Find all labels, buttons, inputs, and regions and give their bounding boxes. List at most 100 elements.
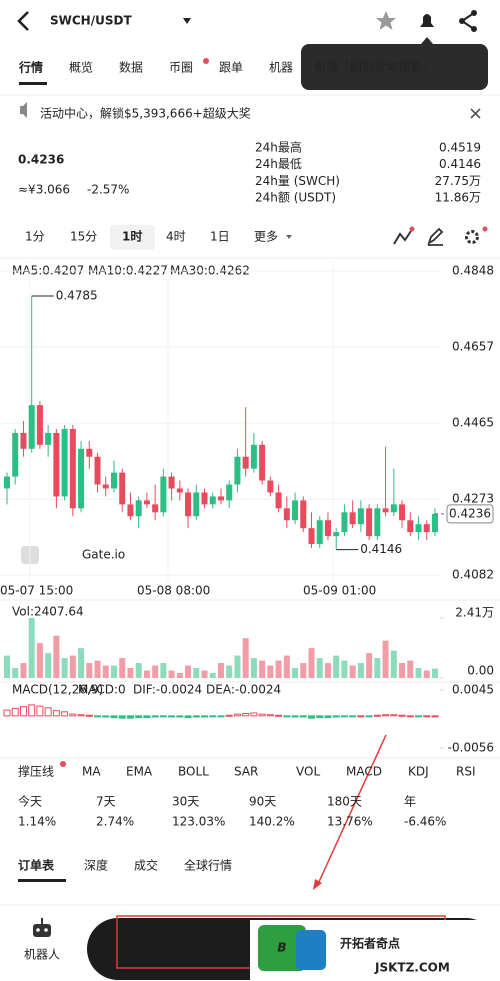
- alert-icon[interactable]: [420, 14, 434, 27]
- y-tick-label: 0.4465: [452, 416, 494, 430]
- indicator-tab[interactable]: RSI: [456, 765, 476, 779]
- bottom-tab[interactable]: 深度: [84, 858, 108, 873]
- volume-bar: [366, 653, 373, 678]
- volume-bar: [127, 668, 134, 678]
- macd-bar: [192, 715, 200, 718]
- volume-bar: [209, 673, 216, 678]
- macd-bar: [398, 714, 406, 717]
- volume-bar: [12, 668, 19, 678]
- macd-bar: [143, 715, 151, 719]
- back-button[interactable]: [17, 11, 29, 31]
- settings-icon[interactable]: [465, 230, 479, 244]
- candle-body: [283, 508, 290, 521]
- volume-bar: [333, 655, 340, 678]
- candle-body: [275, 492, 282, 509]
- period-value: 13.76%: [327, 815, 373, 829]
- volume-bar: [259, 660, 266, 678]
- volume-bar: [283, 655, 290, 678]
- period-value: -6.46%: [404, 815, 446, 829]
- draw-icon[interactable]: [427, 227, 444, 246]
- bottom-tab[interactable]: 全球行情: [184, 858, 232, 873]
- indicator-tab[interactable]: MA: [82, 765, 101, 779]
- period-label: 90天: [249, 795, 276, 809]
- tab-underline: [19, 82, 47, 85]
- candle-body: [127, 504, 134, 517]
- arrow-head: [313, 879, 322, 890]
- macd-bar: [324, 715, 332, 719]
- tooltip-text: 新增「剧烈波动预警」: [314, 59, 434, 74]
- period-label: 7天: [96, 795, 116, 809]
- candle-body: [226, 484, 233, 501]
- indicator-tab[interactable]: BOLL: [178, 765, 209, 779]
- period-label: 180天: [327, 795, 362, 809]
- indicator-tab[interactable]: 撑压线: [18, 764, 54, 779]
- volume-bar: [234, 655, 241, 678]
- top-tab: 跟单: [219, 61, 243, 75]
- macd-bar: [357, 715, 365, 718]
- macd-legend: MACD(12,26,9): [12, 683, 103, 697]
- indicator-icon[interactable]: [393, 230, 412, 245]
- macd-legend: DIF:-0.0024: [133, 683, 202, 697]
- volume-bar: [382, 640, 389, 678]
- pair-dropdown[interactable]: [183, 18, 191, 24]
- indicator-tab[interactable]: EMA: [126, 765, 153, 779]
- y-tick-label: -0.0056: [448, 741, 494, 755]
- bottom-tab[interactable]: 订单表: [18, 858, 55, 873]
- volume-bar: [69, 655, 76, 678]
- period-value: 1.14%: [18, 815, 56, 829]
- favorite-icon[interactable]: [376, 11, 396, 30]
- candle-body: [259, 444, 266, 481]
- candle-body: [78, 448, 85, 509]
- indicator-tab[interactable]: KDJ: [408, 765, 429, 779]
- more-dropdown[interactable]: [286, 235, 292, 239]
- candle-body: [308, 528, 315, 545]
- change-pct: -2.57%: [87, 183, 129, 197]
- volume-bar: [324, 663, 331, 678]
- candle-body: [61, 428, 68, 497]
- candle-body: [250, 444, 257, 469]
- stat-label: 24h额 (USDT): [255, 191, 336, 205]
- candle-body: [168, 476, 175, 489]
- candle-body: [209, 496, 216, 505]
- candle-body: [333, 532, 340, 537]
- robot-label[interactable]: 机器人: [24, 948, 60, 962]
- macd-bar: [11, 707, 19, 717]
- indicator-tab[interactable]: SAR: [234, 765, 258, 779]
- macd-bar: [423, 715, 431, 718]
- macd-bar: [102, 715, 110, 718]
- macd-bar: [291, 715, 299, 718]
- macd-bar: [44, 707, 52, 717]
- stat-label: 24h最高: [255, 140, 302, 155]
- macd-bar: [135, 715, 143, 719]
- share-icon[interactable]: [459, 10, 477, 32]
- volume-bar: [135, 663, 142, 678]
- period-value: 140.2%: [249, 815, 295, 829]
- watermark-logo-letter: B: [277, 941, 286, 955]
- macd-bar: [415, 715, 422, 718]
- candle-body: [143, 500, 150, 505]
- candle-body: [28, 405, 35, 449]
- candle-body: [316, 520, 323, 545]
- x-tick-label: 05-07 15:00: [0, 584, 73, 598]
- candle-body: [267, 480, 274, 493]
- pair-title: SWCH/USDT: [50, 14, 132, 28]
- candle-body: [20, 432, 27, 449]
- bottom-tab[interactable]: 成交: [134, 858, 158, 873]
- close-notice[interactable]: [470, 108, 481, 119]
- candle-body: [160, 476, 167, 513]
- candle-body: [234, 456, 241, 485]
- notice-text: 活动中心，解锁$5,393,666+超级大奖: [40, 106, 251, 121]
- indicator-tab[interactable]: MACD: [346, 765, 382, 779]
- candle-body: [366, 508, 373, 537]
- high-label: 0.4785: [56, 289, 98, 303]
- candle-body: [102, 484, 109, 489]
- indicator-tab[interactable]: VOL: [296, 765, 320, 779]
- macd-legend: MACD:0: [78, 683, 126, 697]
- volume-bar: [176, 673, 183, 678]
- macd-bar: [28, 704, 36, 717]
- volume-bar: [357, 663, 364, 678]
- low-label: 0.4146: [360, 542, 402, 556]
- volume-bar: [201, 670, 208, 678]
- volume-bar: [168, 670, 175, 678]
- robot-icon[interactable]: [33, 918, 51, 937]
